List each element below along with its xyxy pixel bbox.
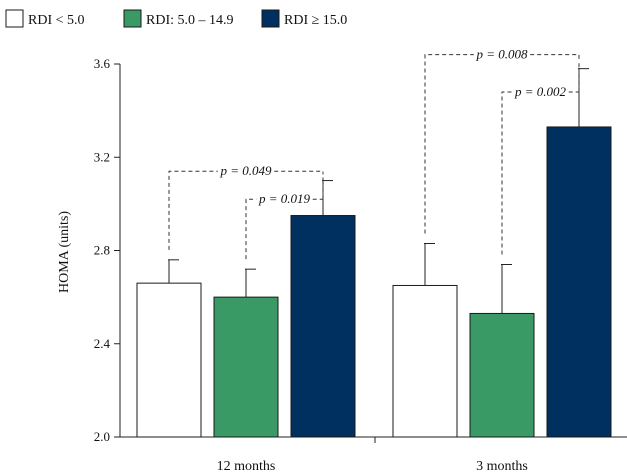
significance-bracket [501, 91, 513, 255]
bar [290, 215, 356, 438]
legend-swatch [123, 9, 142, 28]
x-category-label: 12 months [217, 459, 276, 474]
bars [136, 126, 612, 438]
axes: 2.0 2.4 2.8 3.2 3.6 12 months 3 months [94, 56, 627, 474]
bar [469, 312, 535, 438]
significance-brackets: p = 0.049 p = 0.019 p = 0.008 p = 0.002 [168, 47, 580, 260]
bar [392, 284, 458, 438]
p-value-label: p = 0.019 [258, 191, 311, 206]
significance-bracket [530, 54, 580, 61]
significance-bracket [245, 198, 257, 260]
y-tick-label: 3.2 [94, 149, 110, 164]
significance-bracket [312, 172, 324, 200]
significance-bracket [168, 170, 218, 250]
legend-swatch [5, 9, 24, 28]
legend-label: RDI: 5.0 – 14.9 [146, 13, 234, 28]
y-axis-label: HOMA (units) [57, 211, 72, 293]
p-value-label: p = 0.049 [219, 163, 272, 178]
bar [213, 296, 279, 438]
y-tick-label: 2.8 [94, 243, 110, 258]
bar [136, 282, 202, 438]
y-tick-label: 3.6 [94, 56, 111, 71]
legend: RDI < 5.0 RDI: 5.0 – 14.9 RDI ≥ 15.0 [5, 9, 347, 28]
legend-swatch [261, 9, 280, 28]
significance-bracket [274, 170, 324, 173]
legend-label: RDI ≥ 15.0 [284, 13, 347, 28]
bar [546, 126, 612, 438]
significance-bracket [424, 54, 474, 234]
legend-label: RDI < 5.0 [28, 13, 85, 28]
error-bars [168, 68, 589, 314]
significance-bracket [568, 60, 580, 93]
p-value-label: p = 0.002 [514, 84, 567, 99]
y-tick-label: 2.0 [94, 429, 110, 444]
x-category-label: 3 months [476, 459, 528, 474]
y-tick-label: 2.4 [94, 336, 111, 351]
p-value-label: p = 0.008 [475, 47, 528, 62]
